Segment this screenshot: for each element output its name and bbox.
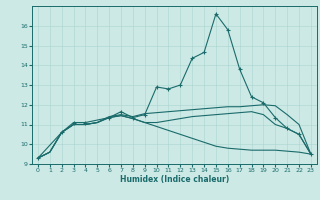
X-axis label: Humidex (Indice chaleur): Humidex (Indice chaleur) [120, 175, 229, 184]
